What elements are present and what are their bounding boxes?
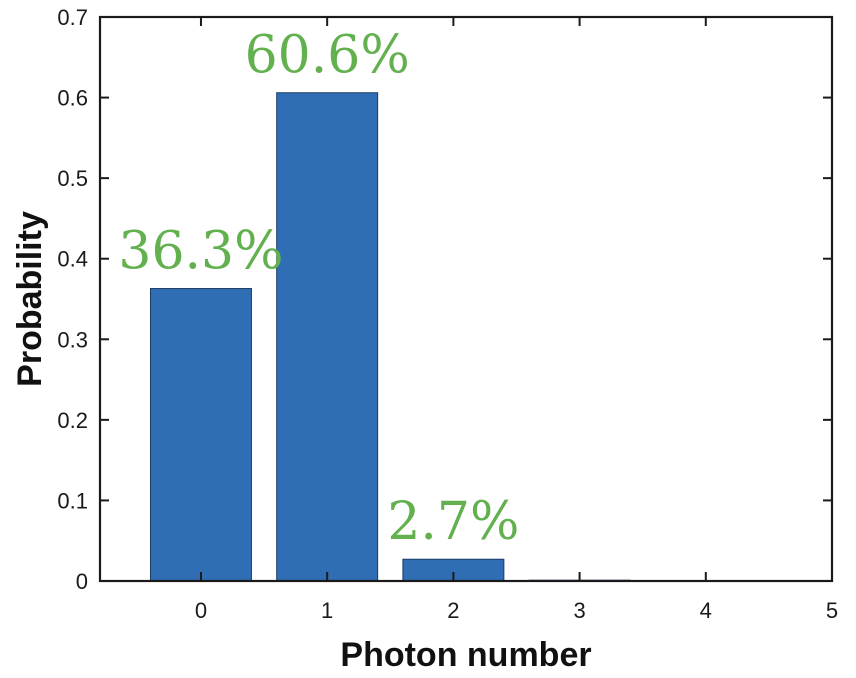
x-tick-label: 4 [700, 598, 712, 623]
y-axis-title: Probability [11, 211, 49, 387]
y-tick-label: 0 [76, 569, 88, 594]
y-tick-label: 0.4 [57, 247, 88, 272]
y-tick-label: 0.1 [57, 488, 88, 513]
axis-ticks: 0 1 2 3 4 5 0 0.1 0.2 0.3 0.4 0.5 0.6 0.7 [57, 5, 838, 623]
bars-group [149, 92, 631, 582]
y-tick-label: 0.2 [57, 408, 88, 433]
y-tick-label: 0.5 [57, 166, 88, 191]
y-tick-label: 0.7 [57, 5, 88, 30]
data-label-1: 60.6% [245, 26, 410, 86]
x-tick-label: 1 [321, 598, 333, 623]
x-tick-label: 5 [826, 598, 838, 623]
data-label-2: 2.7% [387, 492, 519, 552]
x-tick-label: 3 [573, 598, 585, 623]
y-tick-label: 0.6 [57, 86, 88, 111]
plot-frame [98, 15, 834, 583]
x-tick-label: 0 [195, 598, 207, 623]
bar-0 [149, 288, 252, 582]
data-label-0: 36.3% [118, 222, 283, 282]
bar-1 [276, 92, 379, 582]
y-tick-label: 0.3 [57, 327, 88, 352]
x-tick-label: 2 [447, 598, 459, 623]
x-axis-title: Photon number [340, 636, 591, 674]
data-labels: 36.3% 60.6% 2.7% [118, 26, 519, 553]
